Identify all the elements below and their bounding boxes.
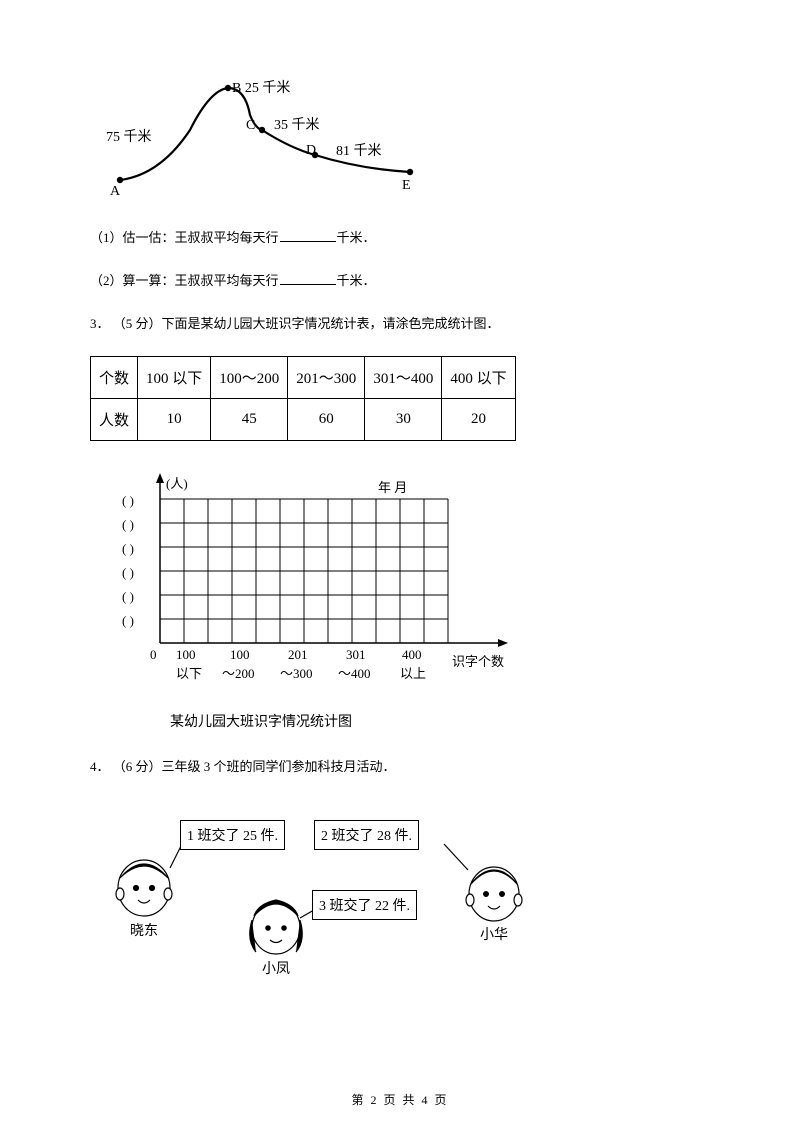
x2-top: 100: [230, 647, 250, 663]
x5-bot: 以上: [400, 663, 426, 682]
th-count: 个数: [91, 357, 138, 399]
td-val-4: 30: [365, 399, 442, 441]
speech-class1: 1 班交了 25 件.: [180, 820, 285, 850]
label-a: A: [110, 184, 120, 200]
x4-top: 301: [346, 647, 366, 663]
y-paren-3: ( ): [122, 541, 134, 557]
label-75km: 75 千米: [106, 126, 152, 146]
th-range-2: 100～200: [211, 357, 288, 399]
q1b-suffix: 千米．: [337, 273, 376, 288]
x1-bot: 以下: [176, 663, 202, 682]
route-line-diagram: B 25 千米 75 千米 C 35 千米 D 81 千米 A E: [100, 60, 420, 200]
x5-top: 400: [402, 647, 422, 663]
q1-estimate: （1）估一估：王叔叔平均每天行 千米．: [90, 228, 710, 249]
table-row: 个数 100 以下 100～200 201～300 301～400 400 以下: [91, 357, 516, 399]
th-range-3: 201～300: [288, 357, 365, 399]
y-paren-6: ( ): [122, 613, 134, 629]
q1b-text: （2）算一算：王叔叔平均每天行: [90, 273, 279, 288]
speech-class2: 2 班交了 28 件.: [314, 820, 419, 850]
th-range-4: 301～400: [365, 357, 442, 399]
y-paren-5: ( ): [122, 589, 134, 605]
label-35km: 35 千米: [274, 114, 320, 134]
bar-chart-grid: (人) 年 月 ( ) ( ) ( ) ( ) ( ) ( ) 0 100 10…: [100, 473, 540, 703]
name-xiaofeng: 小凤: [262, 958, 290, 978]
x-axis-label: 识字个数: [452, 651, 504, 670]
page-footer: 第 2 页 共 4 页: [0, 1091, 800, 1108]
y-paren-1: ( ): [122, 493, 134, 509]
x1-top: 100: [176, 647, 196, 663]
x3-top: 201: [288, 647, 308, 663]
label-e: E: [402, 178, 411, 194]
td-val-1: 10: [138, 399, 211, 441]
x2-bot: ～200: [222, 663, 255, 682]
table-row: 人数 10 45 60 30 20: [91, 399, 516, 441]
cartoon-dialogue: 1 班交了 25 件. 2 班交了 28 件. 3 班交了 22 件. 晓东 小…: [96, 800, 556, 980]
q1-calculate: （2）算一算：王叔叔平均每天行 千米．: [90, 271, 710, 292]
q4-intro: 4． （6 分）三年级 3 个班的同学们参加科技月活动．: [90, 757, 710, 778]
q1a-suffix: 千米．: [337, 230, 376, 245]
label-81km: 81 千米: [336, 140, 382, 160]
th-range-5: 400 以下: [442, 357, 515, 399]
literacy-table: 个数 100 以下 100～200 201～300 301～400 400 以下…: [90, 356, 516, 441]
td-val-5: 20: [442, 399, 515, 441]
x4-bot: ～400: [338, 663, 371, 682]
date-label: 年 月: [378, 477, 407, 496]
td-val-3: 60: [288, 399, 365, 441]
x3-bot: ～300: [280, 663, 313, 682]
chart-caption: 某幼儿园大班识字情况统计图: [170, 711, 710, 731]
speech-class3: 3 班交了 22 件.: [312, 890, 417, 920]
q1a-blank[interactable]: [280, 228, 336, 242]
th-range-1: 100 以下: [138, 357, 211, 399]
origin-zero: 0: [150, 647, 157, 663]
q1b-blank[interactable]: [280, 271, 336, 285]
name-xiaohua: 小华: [480, 924, 508, 944]
label-b: B 25 千米: [232, 77, 290, 97]
name-xiaodong: 晓东: [130, 920, 158, 940]
q3-intro: 3． （5 分）下面是某幼儿园大班识字情况统计表，请涂色完成统计图．: [90, 314, 710, 335]
y-paren-4: ( ): [122, 565, 134, 581]
q1a-text: （1）估一估：王叔叔平均每天行: [90, 230, 279, 245]
y-unit-label: (人): [166, 473, 188, 492]
label-d-letter: D: [306, 143, 316, 159]
td-val-2: 45: [211, 399, 288, 441]
y-paren-2: ( ): [122, 517, 134, 533]
label-c-letter: C: [246, 118, 255, 134]
td-label: 人数: [91, 399, 138, 441]
